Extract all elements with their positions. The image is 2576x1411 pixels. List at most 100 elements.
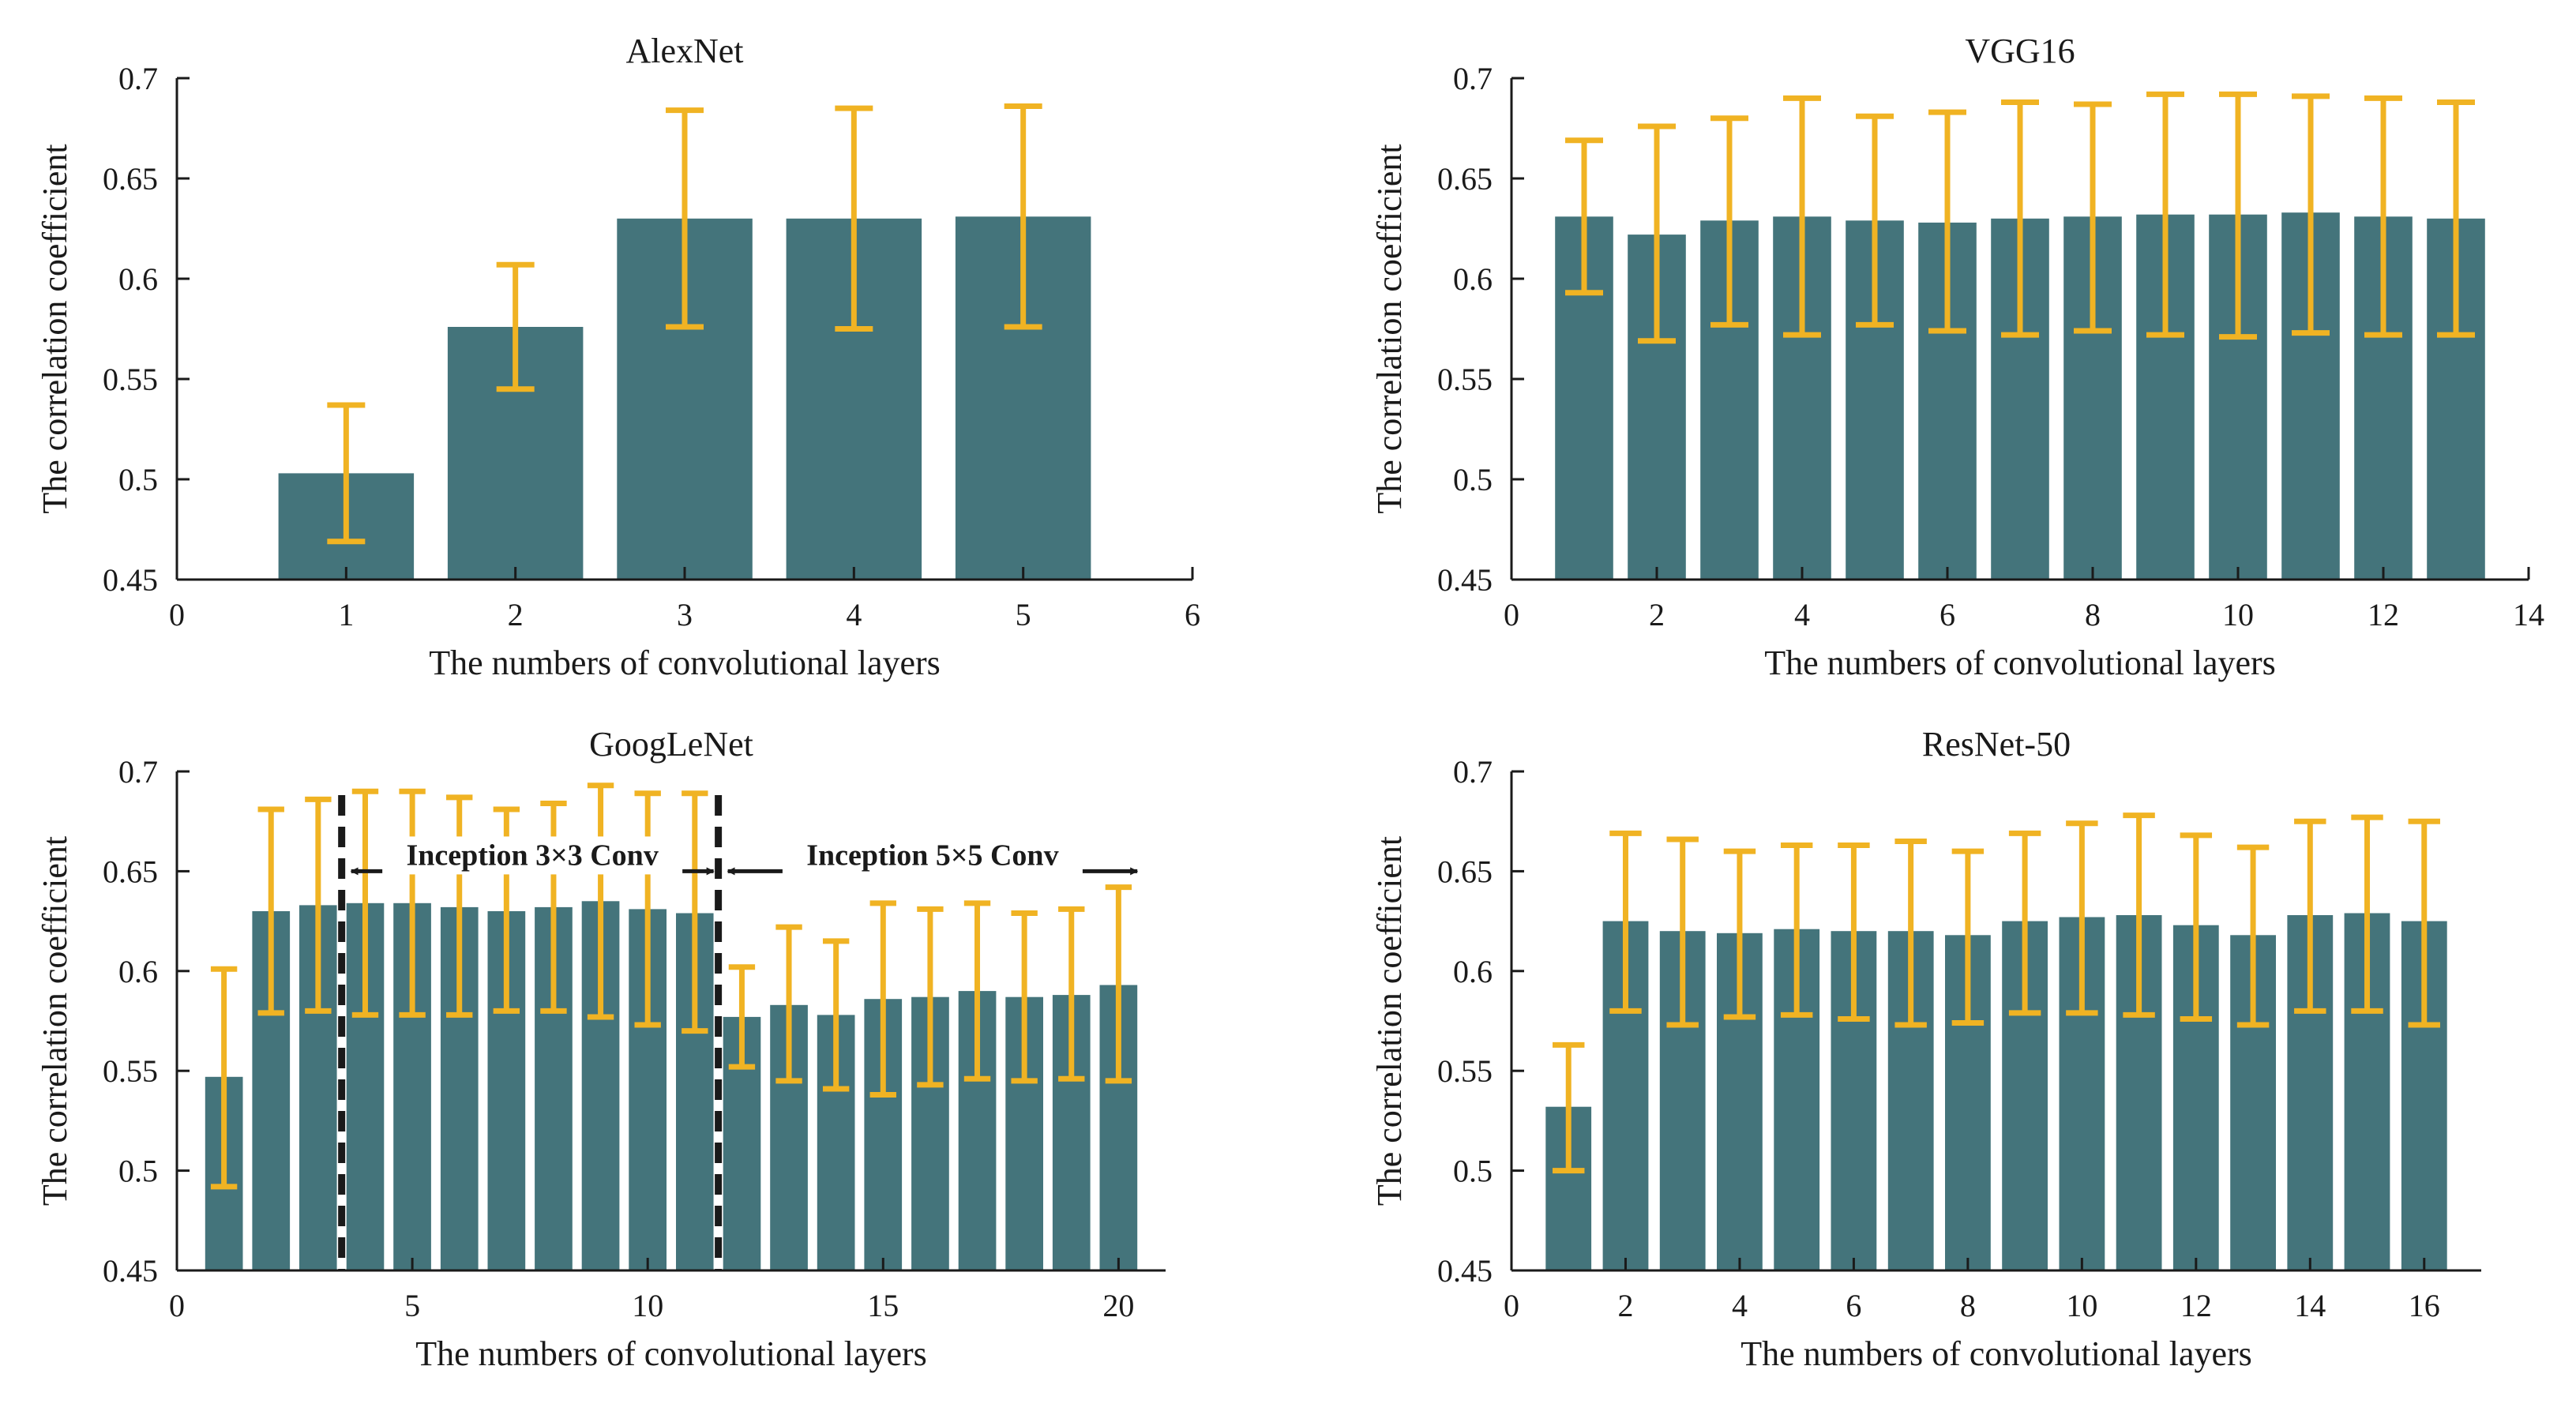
y-tick-label: 0.45 (1437, 562, 1493, 598)
error-bar (869, 900, 896, 1098)
y-tick-label: 0.55 (103, 1053, 158, 1089)
chart-title: ResNet-50 (1922, 725, 2071, 764)
y-tick-label: 0.55 (103, 362, 158, 397)
error-bar (2437, 99, 2475, 338)
y-tick-label: 0.65 (1437, 854, 1493, 889)
y-tick-label: 0.45 (103, 562, 158, 598)
y-tick-label: 0.45 (103, 1253, 158, 1289)
x-tick-label: 15 (867, 1288, 899, 1323)
chart-title: AlexNet (625, 32, 743, 70)
x-tick-label: 4 (846, 597, 862, 632)
chart-alexnet: 0.45 0.5 0.55 0.6 0.65 0.7 0 1 2 3 4 5 6 AlexNet The n… (36, 32, 1200, 682)
x-tick-label: 10 (2222, 597, 2254, 632)
y-tick-label: 0.5 (118, 462, 158, 497)
error-bar (2292, 93, 2330, 336)
x-tick-label: 12 (2368, 597, 2399, 632)
x-tick-label: 14 (2513, 597, 2544, 632)
error-bar (2236, 844, 2270, 1028)
y-tick-label: 0.7 (1453, 754, 1493, 790)
x-tick-label: 5 (404, 1288, 420, 1323)
error-bar (822, 938, 850, 1092)
x-tick-label: 5 (1016, 597, 1031, 632)
error-bar (1928, 109, 1966, 334)
error-bar (2001, 99, 2039, 338)
x-axis-label: The numbers of convolutional layers (1764, 644, 2276, 682)
error-bar (327, 402, 366, 545)
x-tick-label: 8 (2085, 597, 2101, 632)
x-tick-label: 6 (1940, 597, 1955, 632)
x-tick-label: 10 (632, 1288, 663, 1323)
annotation-bg (382, 836, 683, 875)
chart-title: GoogLeNet (589, 725, 753, 764)
error-bar (1951, 848, 1985, 1026)
x-axis-label: The numbers of convolutional layers (415, 1334, 927, 1373)
error-bar (666, 107, 704, 330)
error-bar (1565, 137, 1603, 296)
y-axis-label: The correlation coefficient (36, 836, 74, 1206)
error-bar (2123, 812, 2155, 1018)
error-bar (2364, 95, 2402, 338)
x-tick-label: 16 (2409, 1288, 2440, 1323)
error-bar (2294, 818, 2326, 1014)
error-bar (1058, 906, 1085, 1082)
chart-vgg16: 0.45 0.5 0.55 0.6 0.65 0.7 0 2 4 6 8 10 12 14 VGG16 The… (1370, 32, 2544, 682)
error-bar (2180, 832, 2213, 1022)
annotation-label: Inception 5×5 Conv (806, 839, 1058, 872)
annotation-label: Inception 3×3 Conv (406, 839, 658, 872)
y-tick-label: 0.6 (118, 261, 158, 297)
x-tick-label: 12 (2180, 1288, 2212, 1323)
error-bar (587, 782, 614, 1020)
y-tick-label: 0.5 (118, 1154, 158, 1189)
error-bar (1780, 842, 1813, 1018)
x-tick-label: 1 (338, 597, 354, 632)
error-bar (835, 105, 873, 332)
error-bar (1553, 1041, 1585, 1174)
error-bar (1011, 910, 1038, 1084)
error-bar (1783, 95, 1821, 338)
error-bar (1894, 838, 1927, 1028)
y-tick-label: 0.55 (1437, 1053, 1493, 1089)
error-bar (2066, 820, 2098, 1016)
x-tick-label: 20 (1102, 1288, 1134, 1323)
y-tick-label: 0.7 (118, 754, 158, 790)
y-axis-label: The correlation coefficient (1370, 144, 1409, 513)
error-bar (210, 966, 238, 1190)
error-bar (1723, 848, 1756, 1020)
x-tick-label: 6 (1846, 1288, 1861, 1323)
y-tick-label: 0.65 (103, 161, 158, 197)
y-axis-label: The correlation coefficient (36, 144, 74, 513)
error-bar (496, 261, 535, 392)
x-tick-label: 0 (169, 597, 185, 632)
chart-googlenet: Inception 3×3 Conv Inception 5×5 Conv 0.45… (36, 725, 1166, 1373)
error-bar (2008, 830, 2041, 1016)
error-bar (682, 790, 708, 1034)
error-bar (1666, 836, 1699, 1028)
error-bar (917, 906, 944, 1088)
x-tick-label: 2 (508, 597, 524, 632)
x-tick-label: 0 (1504, 1288, 1519, 1323)
y-axis-label: The correlation coefficient (1370, 836, 1409, 1206)
x-tick-label: 10 (2066, 1288, 2097, 1323)
y-tick-label: 0.45 (1437, 1253, 1493, 1289)
error-bar (728, 964, 756, 1070)
y-tick-label: 0.5 (1453, 462, 1493, 497)
error-bar (775, 924, 802, 1084)
error-bar (1710, 115, 1748, 328)
error-bar (634, 790, 661, 1028)
error-bar (1856, 113, 1894, 328)
x-tick-label: 3 (677, 597, 693, 632)
y-tick-label: 0.7 (1453, 61, 1493, 96)
error-bar (1105, 884, 1132, 1084)
error-bar (399, 788, 426, 1018)
error-bar (963, 900, 991, 1082)
chart-title: VGG16 (1965, 32, 2075, 70)
error-bar (2351, 814, 2383, 1014)
x-axis-label: The numbers of convolutional layers (429, 644, 941, 682)
x-tick-label: 4 (1794, 597, 1810, 632)
error-bar (1638, 123, 1676, 344)
error-bar (351, 788, 379, 1018)
error-bar (2074, 101, 2112, 334)
x-axis-label: The numbers of convolutional layers (1740, 1334, 2252, 1373)
x-tick-label: 0 (169, 1288, 185, 1323)
